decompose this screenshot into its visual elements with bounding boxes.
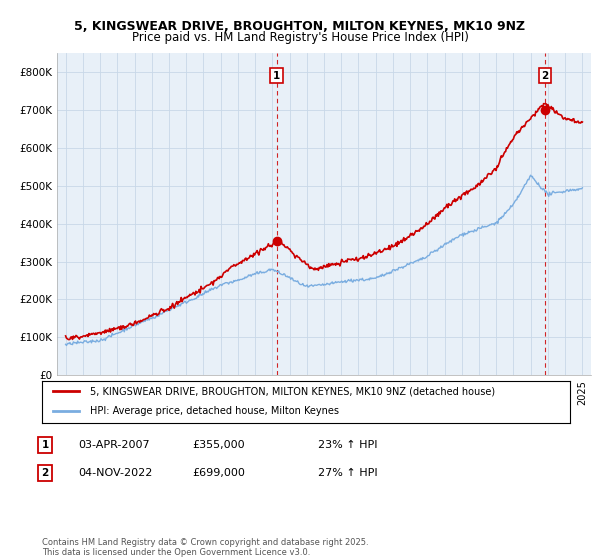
Text: 2: 2 (542, 71, 549, 81)
Text: 03-APR-2007: 03-APR-2007 (78, 440, 149, 450)
Text: HPI: Average price, detached house, Milton Keynes: HPI: Average price, detached house, Milt… (89, 406, 338, 416)
Text: £699,000: £699,000 (192, 468, 245, 478)
Text: 04-NOV-2022: 04-NOV-2022 (78, 468, 152, 478)
Text: 5, KINGSWEAR DRIVE, BROUGHTON, MILTON KEYNES, MK10 9NZ (detached house): 5, KINGSWEAR DRIVE, BROUGHTON, MILTON KE… (89, 386, 494, 396)
Text: 1: 1 (273, 71, 280, 81)
Text: £355,000: £355,000 (192, 440, 245, 450)
Text: 23% ↑ HPI: 23% ↑ HPI (318, 440, 377, 450)
Text: 5, KINGSWEAR DRIVE, BROUGHTON, MILTON KEYNES, MK10 9NZ: 5, KINGSWEAR DRIVE, BROUGHTON, MILTON KE… (74, 20, 526, 32)
Text: 27% ↑ HPI: 27% ↑ HPI (318, 468, 377, 478)
Text: Price paid vs. HM Land Registry's House Price Index (HPI): Price paid vs. HM Land Registry's House … (131, 31, 469, 44)
Text: 1: 1 (41, 440, 49, 450)
Text: Contains HM Land Registry data © Crown copyright and database right 2025.
This d: Contains HM Land Registry data © Crown c… (42, 538, 368, 557)
Text: 2: 2 (41, 468, 49, 478)
